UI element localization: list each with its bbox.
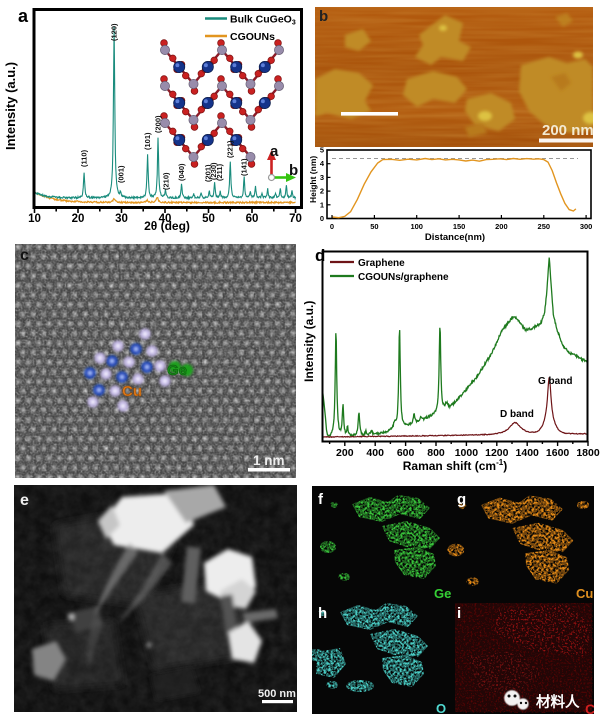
svg-text:100: 100 bbox=[410, 222, 423, 231]
svg-text:Distance(nm): Distance(nm) bbox=[425, 232, 485, 243]
svg-text:600: 600 bbox=[397, 447, 415, 459]
svg-text:1000: 1000 bbox=[455, 447, 479, 459]
svg-text:c: c bbox=[20, 247, 29, 264]
svg-text:2θ (deg): 2θ (deg) bbox=[144, 219, 190, 233]
svg-text:2: 2 bbox=[320, 187, 324, 196]
svg-text:a: a bbox=[18, 6, 29, 26]
svg-text:60: 60 bbox=[246, 213, 259, 225]
svg-text:(221): (221) bbox=[226, 140, 235, 158]
svg-text:i: i bbox=[457, 605, 461, 622]
svg-text:Graphene: Graphene bbox=[358, 258, 405, 269]
svg-text:g: g bbox=[457, 491, 466, 508]
svg-text:Cu: Cu bbox=[122, 383, 142, 400]
svg-text:Bulk CuGeO3: Bulk CuGeO3 bbox=[230, 14, 296, 27]
svg-text:f: f bbox=[318, 491, 324, 508]
svg-text:1: 1 bbox=[320, 200, 324, 209]
svg-text:h: h bbox=[318, 605, 327, 622]
svg-text:0: 0 bbox=[330, 222, 334, 231]
svg-text:(200): (200) bbox=[154, 115, 163, 133]
svg-text:G band: G band bbox=[538, 376, 572, 387]
svg-text:(101): (101) bbox=[143, 132, 152, 150]
svg-text:Raman shift (cm-1): Raman shift (cm-1) bbox=[403, 458, 507, 473]
svg-text:1200: 1200 bbox=[485, 447, 509, 459]
svg-text:(120): (120) bbox=[110, 23, 119, 41]
svg-text:Ge: Ge bbox=[434, 586, 451, 601]
svg-text:200: 200 bbox=[495, 222, 508, 231]
svg-text:50: 50 bbox=[370, 222, 378, 231]
svg-text:1600: 1600 bbox=[546, 447, 570, 459]
svg-text:Intensity (a.u.): Intensity (a.u.) bbox=[302, 301, 316, 382]
svg-text:10: 10 bbox=[28, 213, 41, 225]
svg-text:200: 200 bbox=[336, 447, 354, 459]
svg-text:材料人: 材料人 bbox=[536, 693, 580, 711]
svg-text:30: 30 bbox=[115, 213, 128, 225]
svg-text:70: 70 bbox=[289, 213, 302, 225]
svg-text:5: 5 bbox=[320, 146, 324, 155]
svg-text:O: O bbox=[436, 701, 446, 714]
svg-text:(001): (001) bbox=[117, 165, 126, 183]
svg-text:(141): (141) bbox=[240, 158, 249, 176]
svg-text:300: 300 bbox=[580, 222, 593, 231]
svg-text:4: 4 bbox=[320, 159, 325, 168]
svg-text:(230): (230) bbox=[209, 162, 218, 180]
svg-text:50: 50 bbox=[202, 213, 215, 225]
svg-text:d: d bbox=[315, 246, 325, 265]
svg-text:800: 800 bbox=[427, 447, 445, 459]
svg-text:b: b bbox=[289, 162, 298, 179]
svg-text:a: a bbox=[270, 143, 279, 160]
svg-text:b: b bbox=[319, 8, 328, 25]
svg-text:1800: 1800 bbox=[576, 447, 600, 459]
svg-text:(201): (201) bbox=[204, 164, 213, 182]
svg-text:200 nm: 200 nm bbox=[542, 122, 593, 139]
svg-text:1 nm: 1 nm bbox=[253, 453, 285, 468]
svg-text:Cu: Cu bbox=[576, 586, 593, 601]
svg-text:(210): (210) bbox=[161, 172, 170, 190]
svg-text:CGOUNs/graphene: CGOUNs/graphene bbox=[358, 272, 449, 283]
svg-text:1400: 1400 bbox=[516, 447, 540, 459]
svg-text:CGOUNs: CGOUNs bbox=[230, 31, 275, 43]
svg-text:40: 40 bbox=[159, 213, 172, 225]
svg-text:20: 20 bbox=[72, 213, 85, 225]
svg-text:0: 0 bbox=[320, 214, 324, 223]
svg-text:(211): (211) bbox=[215, 163, 224, 181]
svg-text:D band: D band bbox=[500, 409, 534, 420]
svg-text:(110): (110) bbox=[80, 149, 89, 167]
svg-text:150: 150 bbox=[453, 222, 466, 231]
svg-text:(040): (040) bbox=[177, 163, 186, 181]
svg-text:3: 3 bbox=[320, 173, 324, 182]
svg-text:400: 400 bbox=[366, 447, 384, 459]
svg-text:250: 250 bbox=[538, 222, 551, 231]
svg-text:Intensity (a.u.): Intensity (a.u.) bbox=[3, 62, 18, 150]
svg-text:C: C bbox=[585, 701, 594, 714]
svg-text:Height (nm): Height (nm) bbox=[308, 156, 318, 203]
svg-text:Ge: Ge bbox=[167, 362, 187, 379]
svg-text:500 nm: 500 nm bbox=[258, 688, 296, 700]
svg-text:e: e bbox=[20, 492, 29, 509]
